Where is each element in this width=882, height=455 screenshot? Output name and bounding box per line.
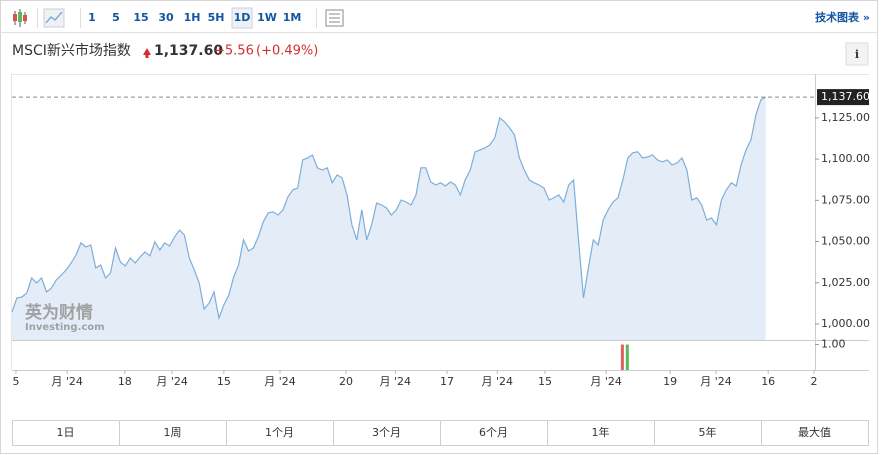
x-tick-label: 19 — [663, 375, 677, 388]
range-button[interactable] — [12, 420, 120, 446]
range-label: 1周 — [164, 426, 182, 439]
interval-button[interactable]: 30 — [158, 11, 174, 24]
range-label: 5年 — [699, 425, 717, 439]
range-label: 1年 — [592, 425, 610, 439]
range-button[interactable] — [654, 420, 762, 446]
range-label: 1日 — [57, 426, 75, 439]
range-label: 3个月 — [372, 426, 401, 439]
up-arrow — [143, 48, 151, 58]
y-tick-label: 1,000.00 — [821, 317, 870, 330]
x-tick-label: 2 — [811, 375, 818, 388]
y-tick-label: 1,075.00 — [821, 193, 870, 206]
info-button[interactable] — [845, 42, 869, 66]
interval-button[interactable]: 1H — [184, 11, 201, 24]
x-tick-label: 月 '24 — [156, 375, 188, 388]
x-tick-label: 月 '24 — [264, 375, 296, 388]
x-tick-label: 月 '24 — [380, 375, 412, 388]
table-icon[interactable] — [325, 9, 344, 27]
volume-tick-label: 1.00 — [821, 338, 846, 351]
range-label: 最大值 — [798, 425, 831, 439]
y-tick-label: 1,050.00 — [821, 235, 870, 248]
interval-button[interactable]: 15 — [133, 11, 148, 24]
range-button[interactable] — [333, 420, 441, 446]
last-value-box — [817, 89, 869, 106]
x-tick-label: 月 '24 — [700, 375, 732, 388]
watermark-brand: 英为财情 — [25, 302, 93, 323]
candle-icon[interactable] — [13, 9, 27, 27]
index-name: MSCI新兴市场指数 — [12, 42, 131, 59]
price: 1,137.60 — [154, 43, 223, 59]
line-icon[interactable] — [43, 8, 65, 28]
info-label: i — [855, 48, 859, 61]
last-value-label: 1,137.60 — [821, 90, 870, 103]
x-tick-label: 16 — [761, 375, 775, 388]
x-tick-label: 20 — [339, 375, 353, 388]
interval-button[interactable]: 5H — [208, 11, 225, 24]
volume-bar — [620, 344, 624, 370]
change-pct: (+0.49%) — [256, 44, 318, 59]
interval-button[interactable]: 1W — [257, 11, 277, 24]
x-tick-label: 18 — [118, 375, 132, 388]
tech-chart-link[interactable]: 技术图表 » — [815, 10, 870, 24]
y-tick-label: 1,100.00 — [821, 152, 870, 165]
interval-button[interactable]: 5 — [112, 11, 120, 24]
range-button[interactable] — [761, 420, 869, 446]
change: +5.56 — [214, 44, 254, 59]
x-tick-label: 月 '24 — [590, 375, 622, 388]
x-tick-label: 15 — [538, 375, 552, 388]
y-tick-label: 1,125.00 — [821, 111, 870, 124]
x-tick-label: 17 — [440, 375, 454, 388]
range-label: 6个月 — [479, 426, 508, 439]
x-tick-label: 月 '24 — [481, 375, 513, 388]
range-button[interactable] — [440, 420, 548, 446]
interval-button[interactable]: 1D — [234, 11, 251, 24]
price-line — [11, 96, 766, 321]
range-button[interactable] — [226, 420, 334, 446]
interval-button[interactable]: 1M — [283, 11, 302, 24]
interval-button[interactable]: 1 — [88, 11, 96, 24]
range-button[interactable] — [547, 420, 655, 446]
y-tick-label: 1,025.00 — [821, 276, 870, 289]
area-fill — [12, 97, 766, 340]
range-label: 1个月 — [265, 426, 294, 439]
watermark-site: Investing.com — [25, 322, 105, 333]
volume-bar — [625, 344, 629, 370]
range-button[interactable] — [119, 420, 227, 446]
interval-selected — [231, 7, 253, 29]
x-tick-label: 月 '24 — [51, 375, 83, 388]
x-tick-label: 5 — [12, 375, 19, 388]
x-tick-label: 15 — [217, 375, 231, 388]
